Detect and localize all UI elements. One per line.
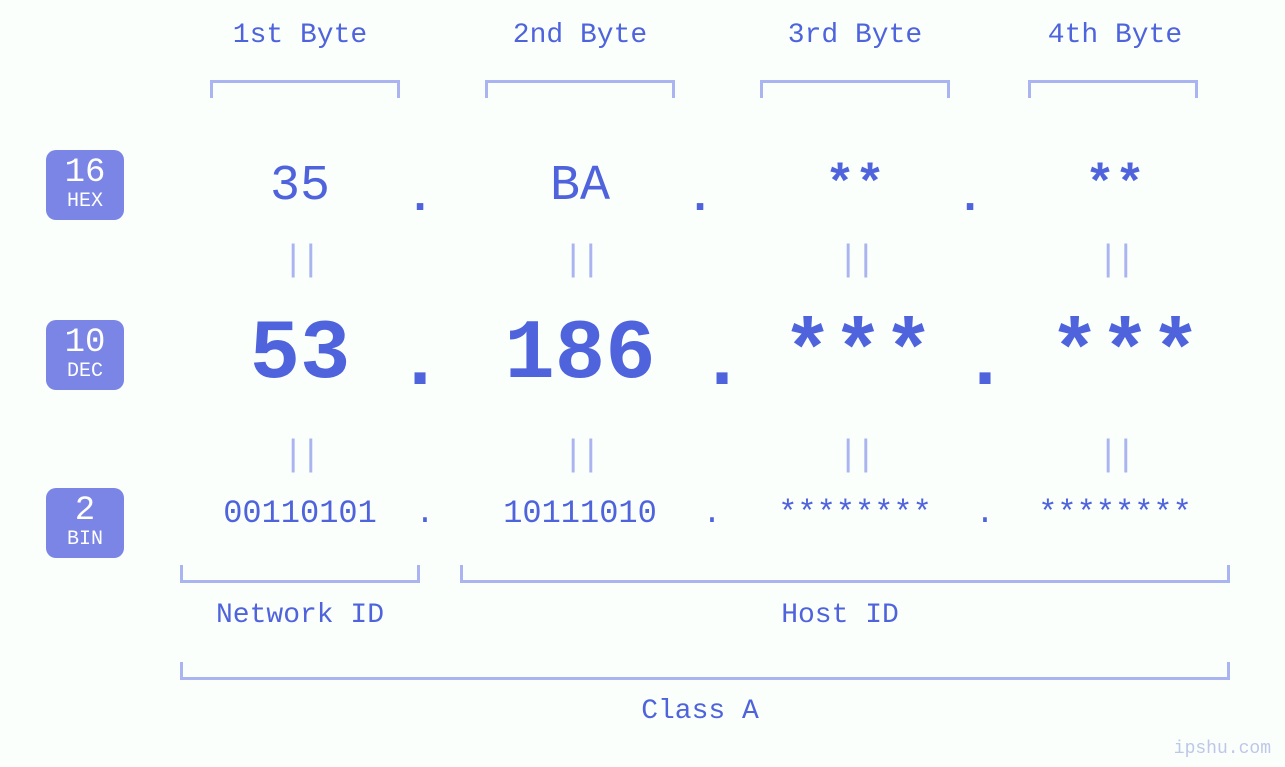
equals-1a: || [282,240,317,281]
equals-2b: || [562,435,597,476]
dec-byte-2: 186 [504,308,655,403]
byte-label-4: 4th Byte [1048,20,1182,51]
hex-byte-2: BA [550,158,610,215]
equals-4b: || [1097,435,1132,476]
dec-byte-3: *** [782,308,933,403]
dec-dot-3: . [962,320,1009,408]
hex-byte-3: ** [825,158,885,215]
dec-byte-1: 53 [250,308,351,403]
equals-2a: || [562,240,597,281]
equals-3a: || [837,240,872,281]
equals-4a: || [1097,240,1132,281]
top-bracket-1 [210,80,400,98]
host-id-label: Host ID [781,600,899,631]
bin-byte-1: 00110101 [223,495,377,532]
hex-dot-3: . [956,172,984,224]
bin-byte-3: ******** [778,495,932,532]
bin-byte-2: 10111010 [503,495,657,532]
equals-1b: || [282,435,317,476]
badge-hex: 16 HEX [46,150,124,220]
top-bracket-4 [1028,80,1198,98]
ip-bytes-diagram: { "colors": { "background": "#fafffb", "… [0,0,1285,767]
hex-byte-1: 35 [270,158,330,215]
network-bracket [180,565,420,583]
dec-dot-2: . [699,320,746,408]
badge-bin: 2 BIN [46,488,124,558]
badge-bin-num: 2 [46,494,124,528]
watermark: ipshu.com [1174,739,1271,759]
badge-dec-lbl: DEC [46,362,124,382]
class-bracket [180,662,1230,680]
badge-bin-lbl: BIN [46,530,124,550]
top-bracket-3 [760,80,950,98]
hex-dot-2: . [686,172,714,224]
dec-dot-1: . [397,320,444,408]
host-bracket [460,565,1230,583]
bin-dot-2: . [702,495,721,532]
badge-hex-num: 16 [46,156,124,190]
badge-dec-num: 10 [46,326,124,360]
bin-dot-3: . [975,495,994,532]
byte-label-1: 1st Byte [233,20,367,51]
byte-label-3: 3rd Byte [788,20,922,51]
hex-dot-1: . [406,172,434,224]
bin-dot-1: . [415,495,434,532]
dec-byte-4: *** [1049,308,1200,403]
equals-3b: || [837,435,872,476]
hex-byte-4: ** [1085,158,1145,215]
class-label: Class A [641,696,759,727]
top-bracket-2 [485,80,675,98]
network-id-label: Network ID [216,600,384,631]
bin-byte-4: ******** [1038,495,1192,532]
badge-dec: 10 DEC [46,320,124,390]
badge-hex-lbl: HEX [46,192,124,212]
byte-label-2: 2nd Byte [513,20,647,51]
